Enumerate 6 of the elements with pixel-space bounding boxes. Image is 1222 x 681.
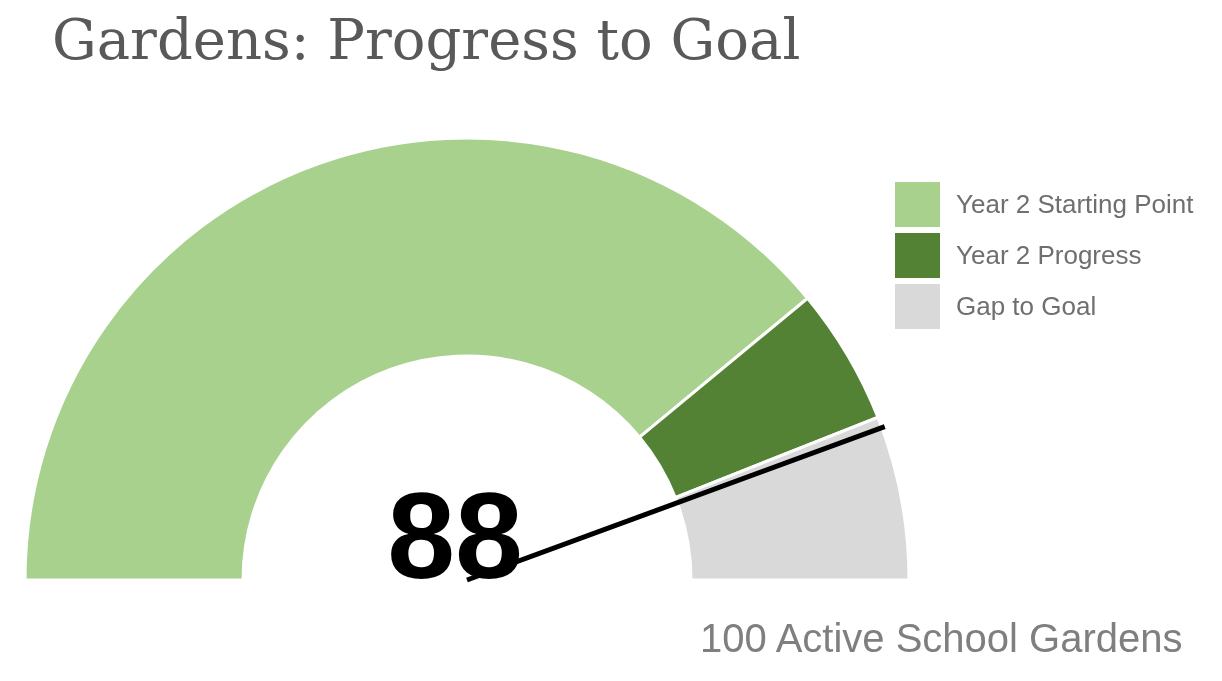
chart-title: Gardens: Progress to Goal — [52, 7, 801, 72]
legend-label: Year 2 Starting Point — [956, 188, 1195, 219]
text: 100 Active School Gardens — [700, 616, 1183, 660]
text: 88 — [387, 468, 523, 604]
legend-label: Gap to Goal — [956, 290, 1097, 321]
legend-label: Year 2 Progress — [956, 239, 1142, 270]
